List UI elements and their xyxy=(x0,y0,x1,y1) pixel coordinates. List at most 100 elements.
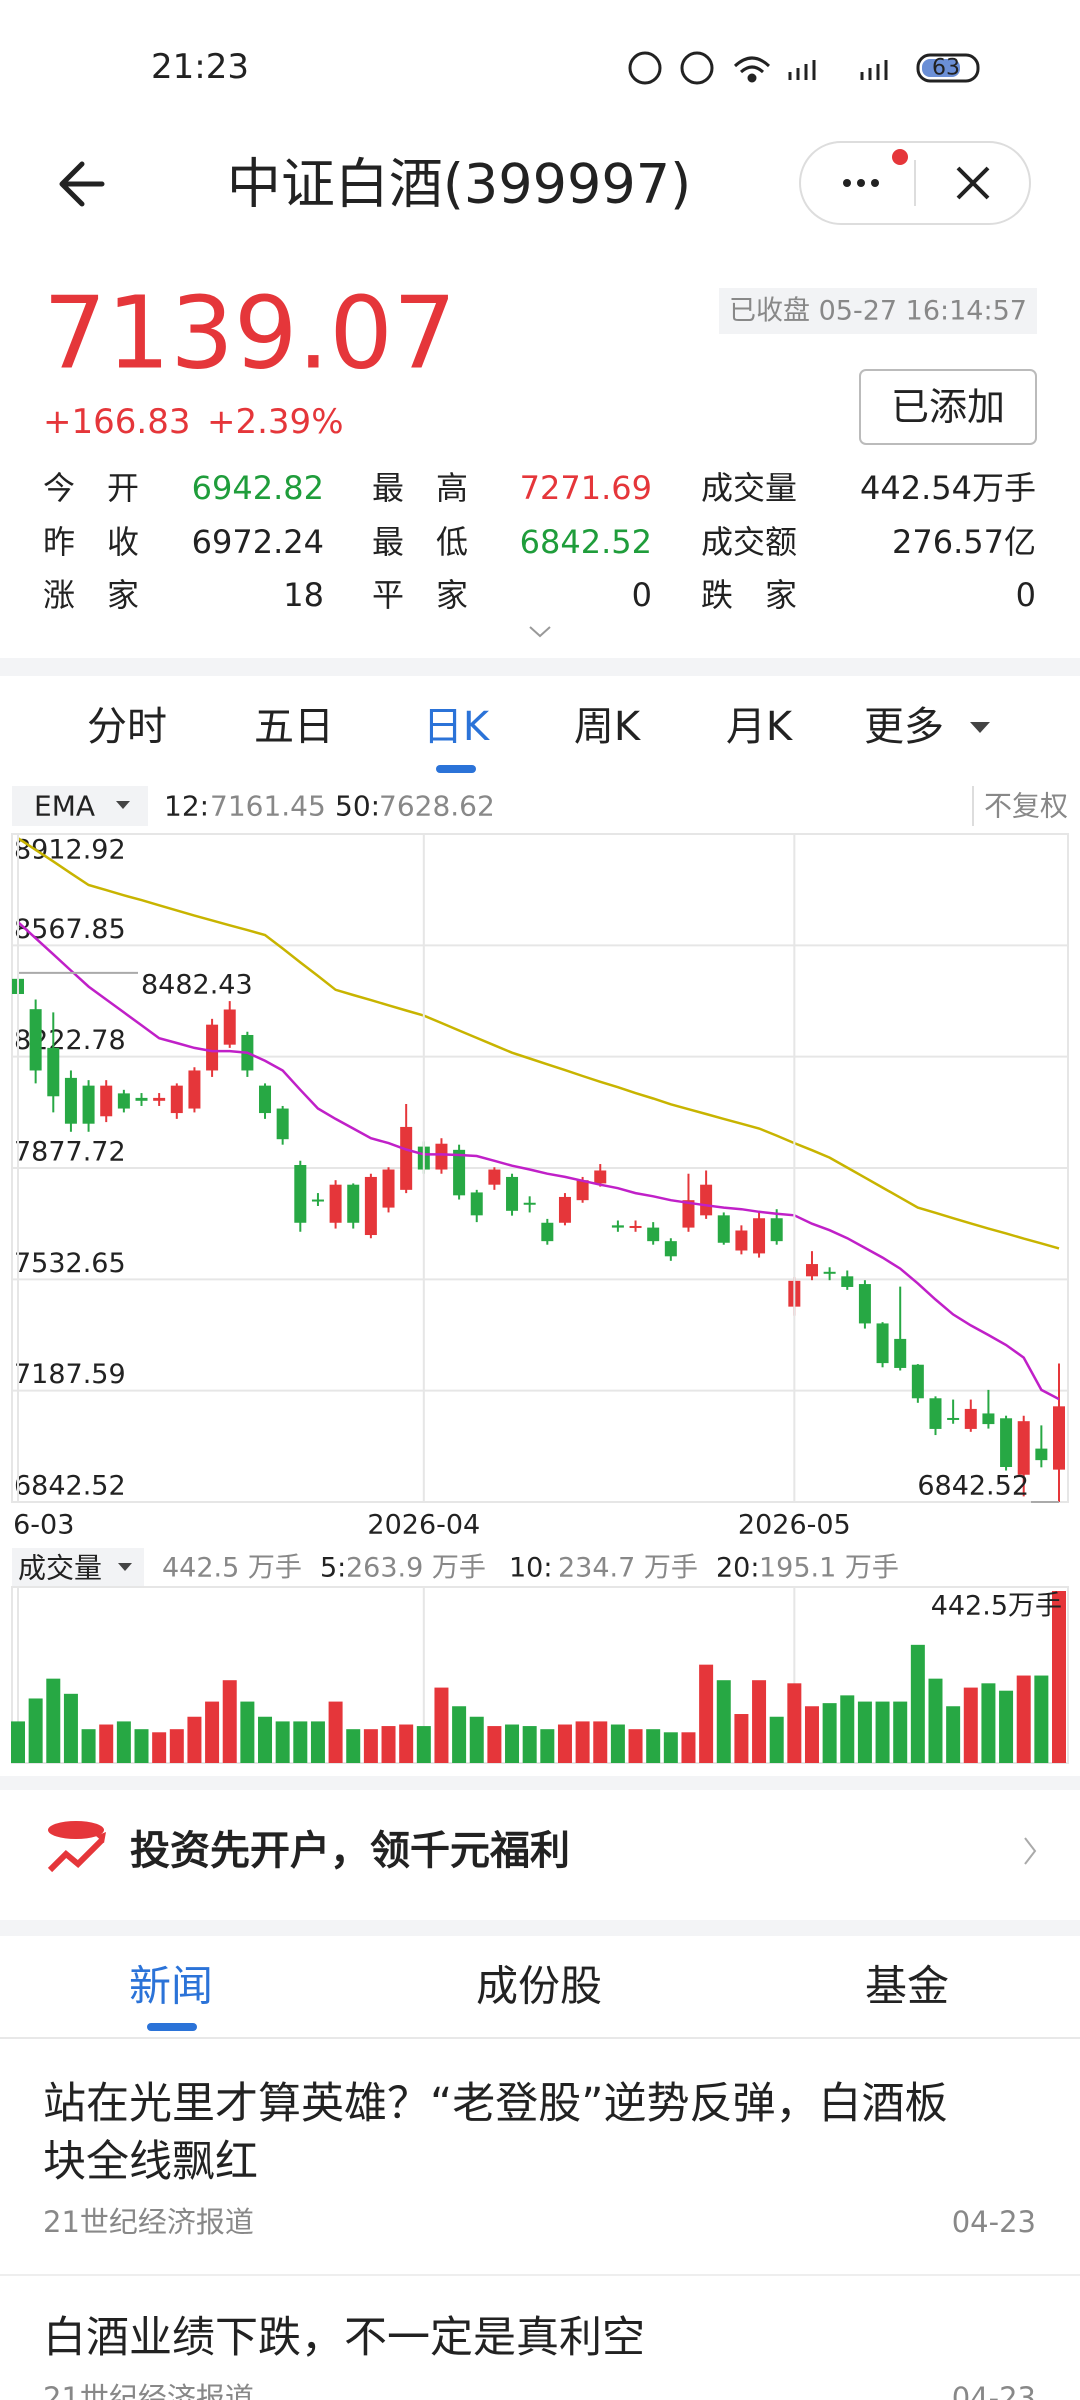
stat-value: 6972.24 xyxy=(192,523,324,561)
volume-bar xyxy=(610,1724,625,1763)
candle-body xyxy=(700,1184,713,1216)
indicator: EMA xyxy=(34,790,95,823)
more-button[interactable] xyxy=(843,149,908,187)
volume-bar xyxy=(699,1664,714,1763)
stat-label: 跌 家 xyxy=(701,576,797,614)
y-tick-label: 6842.52 xyxy=(14,1471,126,1502)
period-tab[interactable]: 五日 xyxy=(254,704,334,750)
ema-name: 12: xyxy=(164,790,209,823)
volume-bar xyxy=(910,1644,925,1763)
candle-body xyxy=(435,1143,448,1170)
volume-frame xyxy=(11,1586,1069,1764)
volume-bar xyxy=(857,1701,872,1763)
news-tab[interactable]: 成份股 xyxy=(476,1962,602,2011)
candle-body xyxy=(488,1169,501,1185)
candle-body xyxy=(135,1097,148,1101)
divider xyxy=(0,658,1080,676)
volume-chart: 442.5万手 xyxy=(11,1586,1069,1764)
volume-bar xyxy=(628,1729,643,1763)
stat-value: 276.57亿 xyxy=(892,523,1036,561)
candle-body xyxy=(523,1202,536,1205)
period-tab[interactable]: 月K xyxy=(726,704,794,750)
stat-value: 7271.69 xyxy=(520,469,652,507)
period-tab[interactable]: 分时 xyxy=(87,704,167,750)
candle-body xyxy=(629,1225,642,1228)
ema-name: 50: xyxy=(335,790,380,823)
volume-bar xyxy=(416,1726,431,1763)
period-tab[interactable]: 周K xyxy=(574,704,642,750)
news-tab[interactable]: 基金 xyxy=(865,1962,949,2011)
added-button[interactable] xyxy=(859,369,1037,445)
volume-bar xyxy=(557,1724,572,1763)
ma-value: 195.1 万手 xyxy=(759,1553,899,1584)
volume-bar xyxy=(346,1729,361,1763)
period-tab[interactable]: 更多 xyxy=(864,704,944,750)
candle-body xyxy=(753,1218,766,1254)
max-label: 8482.43 xyxy=(141,969,253,1000)
candle-body xyxy=(294,1165,307,1223)
y-tick-label: 7187.59 xyxy=(14,1359,126,1390)
status-badge xyxy=(719,288,1037,334)
news-tab[interactable]: 新闻 xyxy=(129,1962,213,2011)
ema-value: 7161.45 xyxy=(210,790,326,823)
volume-bar xyxy=(1016,1675,1031,1763)
candle-body xyxy=(982,1413,995,1425)
battery-level: 63 xyxy=(932,56,960,81)
candle-body xyxy=(664,1241,677,1257)
volume-box[interactable] xyxy=(12,1548,144,1588)
promo-logo xyxy=(47,1821,106,1873)
ma-name: 20: xyxy=(716,1553,759,1584)
candle-body xyxy=(1053,1406,1065,1470)
volume-bar xyxy=(1052,1591,1066,1763)
ma-name: 10: xyxy=(509,1553,552,1584)
candle-body xyxy=(223,1009,236,1045)
candle-body xyxy=(911,1364,924,1399)
period-tabs: 分时 五日 日K 周K 月K 更多 xyxy=(87,704,990,750)
ma-name: 5: xyxy=(320,1553,346,1584)
candle-body xyxy=(382,1169,395,1208)
candle-body xyxy=(1035,1448,1048,1461)
candle-body xyxy=(453,1149,466,1196)
candle-body xyxy=(929,1398,942,1429)
news-title[interactable]: 站在光里才算英雄？“老登股”逆势反弹，白酒板 xyxy=(43,2079,948,2129)
stat-label: 成交额 xyxy=(701,523,797,561)
candle-body xyxy=(858,1284,871,1324)
news-date: 04-23 xyxy=(952,2381,1036,2400)
stat-label: 今 开 xyxy=(43,469,139,507)
candle-body xyxy=(717,1215,730,1243)
ema-legend: 12: 7161.45 50:7628.62 xyxy=(164,790,495,823)
x-tick-label: 2026-05 xyxy=(738,1510,851,1541)
candle-body xyxy=(823,1271,836,1274)
adjust-mode[interactable]: 不复权 xyxy=(984,790,1068,823)
news-tab-indicator xyxy=(147,2023,197,2031)
expand-chevron[interactable] xyxy=(529,626,551,638)
volume-bar xyxy=(575,1721,590,1763)
candle-body xyxy=(841,1276,854,1287)
candle-body xyxy=(682,1200,695,1228)
volume-bar xyxy=(328,1701,343,1763)
status-icons xyxy=(628,51,980,85)
volume-bar xyxy=(434,1687,449,1763)
candle-body xyxy=(170,1085,183,1114)
x-tick-label: 2026-04 xyxy=(367,1510,480,1541)
close-button[interactable] xyxy=(956,166,990,200)
news-title[interactable]: 块全线飘红 xyxy=(43,2137,258,2187)
period-tab[interactable]: 日K xyxy=(423,704,491,750)
volume-bar xyxy=(399,1724,414,1763)
promo-text[interactable]: 投资先开户，领千元福利 xyxy=(130,1828,570,1874)
volume-bar xyxy=(99,1724,114,1763)
candle-body xyxy=(506,1176,519,1211)
volume-bar xyxy=(222,1680,237,1763)
x-tick-label: 2026-03 xyxy=(0,1510,74,1541)
volume-bar xyxy=(152,1732,167,1763)
news-title[interactable]: 白酒业绩下跌，不一定是真利空 xyxy=(43,2313,645,2363)
back-button[interactable] xyxy=(59,161,105,207)
ma-value: 263.9 万手 xyxy=(346,1553,486,1584)
volume-bar xyxy=(840,1695,855,1763)
volume-bar xyxy=(11,1721,25,1763)
promo-chevron[interactable] xyxy=(1024,1837,1037,1865)
y-tick-label: 7877.72 xyxy=(14,1137,126,1168)
volume-bar xyxy=(663,1732,678,1763)
